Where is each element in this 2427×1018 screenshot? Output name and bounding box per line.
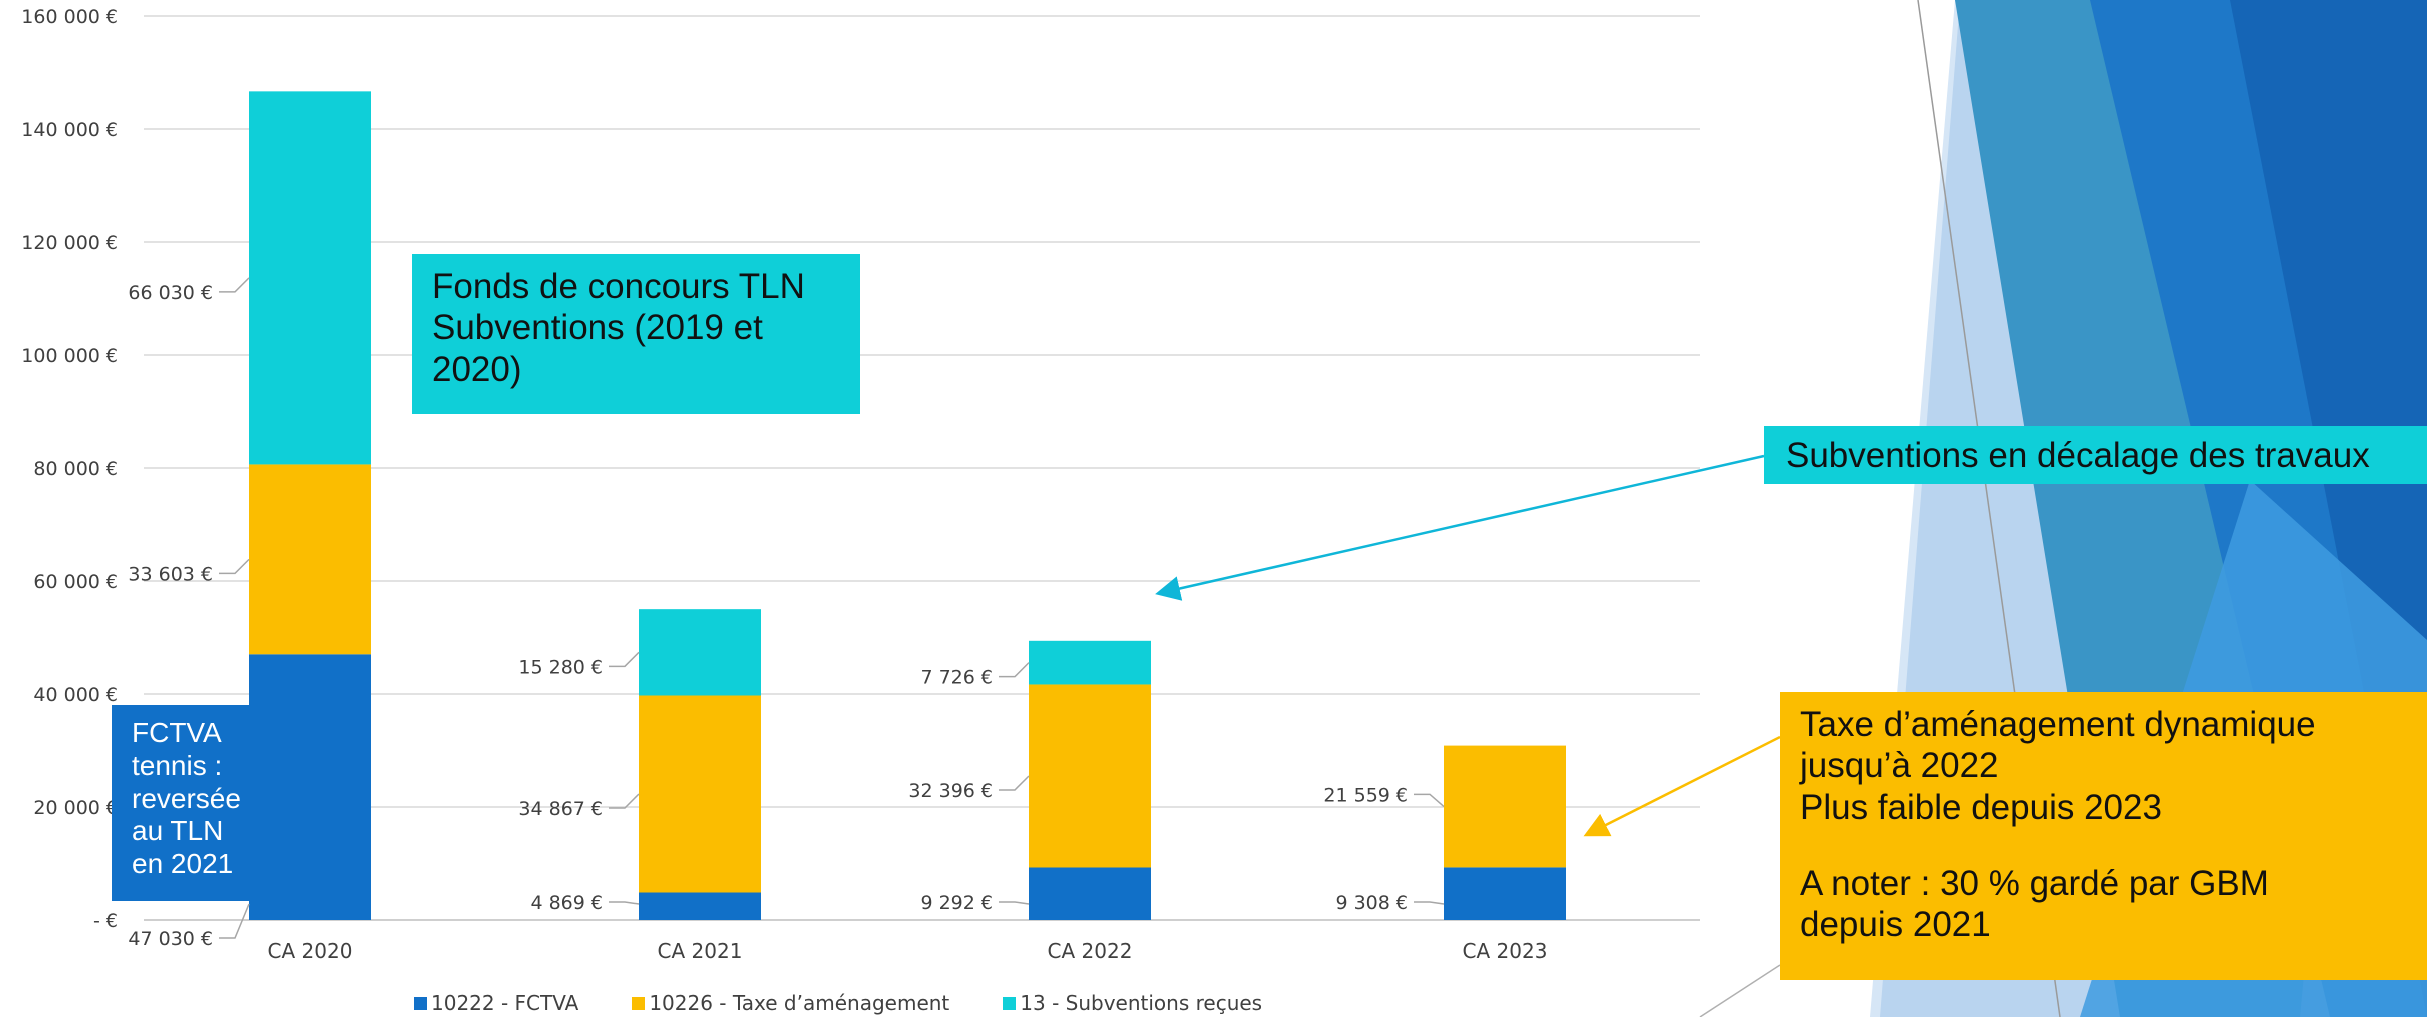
x-category-label: CA 2023 — [1463, 939, 1548, 963]
bar-segment — [249, 91, 371, 465]
data-label: 4 869 € — [530, 892, 603, 914]
callout-line: au TLN — [132, 815, 224, 847]
leader-line — [999, 775, 1030, 791]
y-tick-label: 160 000 € — [21, 6, 118, 28]
y-tick-label: - € — [93, 910, 118, 932]
callout-line: reversée — [132, 782, 241, 814]
y-tick-label: 80 000 € — [33, 458, 118, 480]
leader-line — [219, 903, 250, 939]
leader-line — [609, 901, 640, 905]
x-category-label: CA 2020 — [268, 939, 353, 963]
data-label: 15 280 € — [518, 656, 603, 678]
bars — [249, 91, 1566, 920]
leader-line — [609, 651, 640, 668]
data-label: 66 030 € — [128, 282, 213, 304]
bar-segment — [1029, 640, 1151, 685]
data-label: 33 603 € — [128, 563, 213, 585]
deco-line-bottom — [1699, 964, 1781, 1017]
callout-line: Subventions en décalage des travaux — [1786, 436, 2370, 475]
callout-fctva-tennis: FCTVA tennis : reversée au TLN en 2021 — [112, 705, 275, 901]
callout-line: tennis : — [132, 749, 223, 781]
callout-fonds-de-concours: Fonds de concours TLN Subventions (2019 … — [412, 254, 860, 414]
leader-line — [1414, 793, 1445, 808]
y-tick-label: 40 000 € — [33, 684, 118, 706]
bar-segment — [1029, 867, 1151, 920]
legend-item-taxe: 10226 - Taxe d’aménagement — [632, 991, 949, 1015]
callout-line: Subventions (2019 et — [432, 308, 763, 348]
callout-taxe-amenagement: Taxe d’aménagement dynamique jusqu’à 202… — [1780, 692, 2427, 980]
legend-label: 10222 - FCTVA — [431, 991, 579, 1015]
data-label: 7 726 € — [920, 667, 993, 689]
callout-line: A noter : 30 % gardé par GBM — [1800, 863, 2269, 903]
bar-segment — [1444, 745, 1566, 868]
callout-line: 2020) — [432, 349, 522, 389]
chart-legend: 10222 - FCTVA 10226 - Taxe d’aménagement… — [414, 988, 1262, 1018]
leader-line — [999, 662, 1030, 678]
x-axis-category-labels: CA 2020 CA 2021 CA 2022 CA 2023 — [268, 939, 1548, 963]
y-tick-label: 120 000 € — [21, 232, 118, 254]
legend-swatch — [632, 996, 646, 1010]
leader-line — [609, 793, 640, 809]
callout-arrows — [1155, 454, 1781, 837]
y-tick-label: 140 000 € — [21, 119, 118, 141]
y-tick-label: 60 000 € — [33, 571, 118, 593]
data-label: 47 030 € — [128, 928, 213, 950]
callout-line: Plus faible depuis 2023 — [1800, 787, 2162, 827]
arrow-taxe — [1583, 735, 1781, 837]
legend-swatch — [1003, 996, 1017, 1010]
callout-line: en 2021 — [132, 848, 234, 879]
bar-segment — [639, 892, 761, 920]
bar-segment — [1029, 684, 1151, 868]
data-label: 9 292 € — [920, 892, 993, 914]
x-category-label: CA 2021 — [658, 939, 743, 963]
leader-line — [219, 277, 250, 293]
y-tick-label: 100 000 € — [21, 345, 118, 367]
bar-segment — [639, 609, 761, 696]
data-labels: 47 030 € 33 603 € 66 030 € 4 869 € 34 867 € 1… — [128, 277, 1445, 950]
data-label: 34 867 € — [518, 798, 603, 820]
callout-line: jusqu’à 2022 — [1800, 746, 1999, 786]
gridlines — [144, 15, 1700, 921]
callout-line: Fonds de concours TLN — [432, 267, 805, 306]
y-tick-label: 20 000 € — [33, 797, 118, 819]
callout-line: FCTVA — [132, 717, 222, 748]
callout-line: Taxe d’aménagement dynamique — [1800, 705, 2316, 744]
callout-line — [1800, 828, 2407, 863]
legend-swatch — [414, 996, 427, 1010]
legend-item-subventions: 13 - Subventions reçues — [1003, 991, 1262, 1015]
y-axis-tick-labels: - € 20 000 € 40 000 € 60 000 € 80 000 € 100 0… — [21, 6, 118, 932]
legend-item-fctva: 10222 - FCTVA — [414, 991, 578, 1015]
callout-line: depuis 2021 — [1800, 905, 1991, 945]
bar-segment — [249, 464, 371, 655]
callout-subventions-decalage: Subventions en décalage des travaux — [1764, 426, 2427, 484]
arrow-subventions — [1155, 454, 1765, 601]
legend-label: 13 - Subventions reçues — [1020, 991, 1263, 1015]
data-label: 9 308 € — [1335, 892, 1408, 914]
x-category-label: CA 2022 — [1048, 939, 1133, 963]
leader-line — [219, 558, 250, 575]
bar-segment — [639, 695, 761, 893]
leader-line — [999, 901, 1030, 905]
legend-label: 10226 - Taxe d’aménagement — [649, 991, 950, 1015]
data-label: 21 559 € — [1323, 784, 1408, 806]
bar-segment — [1444, 867, 1566, 920]
leader-line — [1414, 901, 1445, 905]
data-label: 32 396 € — [908, 780, 993, 802]
